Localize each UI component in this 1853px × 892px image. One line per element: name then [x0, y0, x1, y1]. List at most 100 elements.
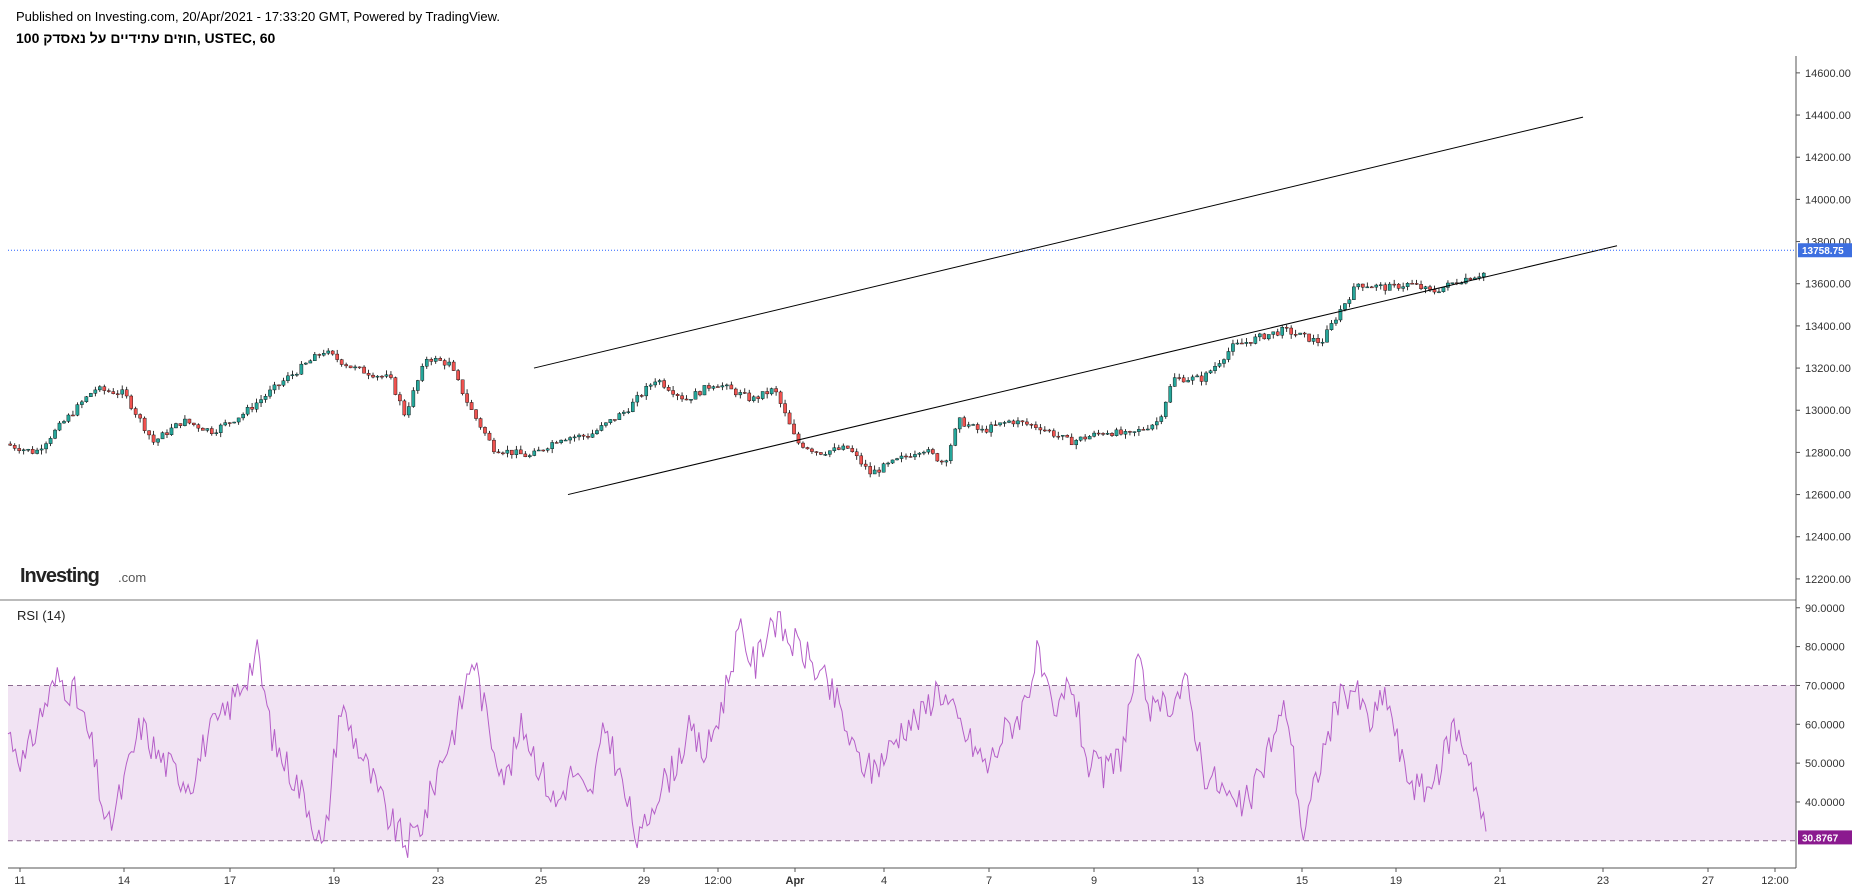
price-tick-label: 13400.00 — [1805, 321, 1851, 333]
candle-body — [299, 363, 304, 375]
candle-body — [17, 448, 21, 452]
candle-body — [635, 395, 640, 403]
candle-body — [1334, 319, 1338, 324]
candle-body — [980, 428, 984, 431]
candle-body — [26, 449, 30, 451]
price-tick-label: 14400.00 — [1805, 110, 1851, 122]
candle-body — [1213, 365, 1217, 371]
candle-body — [1414, 283, 1419, 285]
candle-body — [1266, 334, 1271, 340]
candle-body — [259, 399, 263, 404]
candle-body — [1029, 423, 1034, 426]
channel-lower-line[interactable] — [567, 245, 1618, 496]
candle-body — [747, 392, 752, 401]
candle-body — [75, 404, 80, 416]
candle-body — [1195, 375, 1199, 378]
logo-main-text: Investing — [20, 565, 99, 587]
candle-body — [1307, 333, 1311, 342]
rsi-tick-label: 80.0000 — [1805, 642, 1845, 654]
candle-body — [872, 469, 877, 475]
candle-body — [626, 411, 631, 413]
candle-body — [187, 418, 192, 424]
candle-body — [841, 445, 846, 450]
candle-body — [890, 459, 895, 464]
candle-body — [62, 421, 66, 424]
candle-body — [236, 417, 241, 423]
candle-body — [532, 450, 537, 456]
candle-body — [1320, 341, 1325, 344]
candle-body — [339, 359, 344, 365]
candle-body — [366, 372, 371, 376]
candle-body — [57, 422, 62, 431]
candle-body — [241, 413, 245, 419]
channel-upper-line[interactable] — [533, 116, 1584, 369]
candle-body — [801, 442, 805, 448]
candle-body — [218, 424, 223, 433]
candle-body — [948, 445, 953, 461]
candle-body — [487, 432, 492, 441]
time-tick-label: 7 — [986, 875, 992, 887]
candle-body — [129, 395, 133, 409]
candle-body — [1235, 342, 1240, 345]
candle-body — [702, 385, 707, 396]
candle-body — [174, 423, 178, 429]
candle-body — [1280, 327, 1285, 336]
trend-channel[interactable] — [533, 116, 1618, 496]
time-tick-label: 4 — [881, 875, 887, 887]
candle-body — [1464, 277, 1468, 284]
candle-body — [21, 449, 26, 452]
candle-body — [1163, 401, 1168, 417]
candle-body — [505, 449, 510, 454]
candle-body — [792, 423, 796, 435]
candle-body — [796, 433, 801, 444]
candle-body — [604, 422, 608, 426]
candle-body — [684, 398, 689, 401]
candle-body — [1047, 429, 1052, 432]
candle-body — [39, 448, 44, 451]
candle-body — [227, 422, 232, 424]
candle-body — [1150, 424, 1155, 430]
candle-body — [281, 380, 286, 386]
candle-body — [1365, 286, 1370, 289]
price-y-axis: 14600.0014400.0014200.0014000.0013800.00… — [1796, 68, 1851, 586]
candle-body — [845, 445, 850, 449]
price-tick-label: 12400.00 — [1805, 532, 1851, 544]
candle-body — [617, 413, 622, 420]
candle-body — [1199, 375, 1204, 382]
candle-body — [286, 375, 290, 381]
candle-body — [1361, 283, 1365, 288]
candle-body — [460, 379, 465, 394]
candle-body — [1275, 331, 1280, 336]
candle-body — [899, 455, 904, 459]
candle-body — [1302, 332, 1307, 335]
candle-body — [1119, 429, 1123, 435]
candle-body — [30, 449, 35, 454]
candle-body — [478, 418, 483, 428]
candle-body — [751, 396, 756, 401]
candle-body — [559, 439, 563, 443]
candle-body — [765, 391, 769, 395]
candle-body — [725, 384, 729, 387]
candle-body — [326, 350, 331, 354]
candle-body — [568, 437, 572, 441]
candle-body — [344, 364, 348, 367]
candle-body — [120, 389, 125, 395]
candle-body — [1078, 436, 1083, 441]
candle-body — [245, 406, 250, 415]
candle-body — [971, 424, 975, 426]
candle-body — [501, 452, 505, 455]
candle-body — [630, 401, 635, 412]
candle-body — [545, 448, 550, 451]
price-tick-label: 12800.00 — [1805, 447, 1851, 459]
candle-body — [648, 384, 653, 387]
rsi-tick-label: 50.0000 — [1805, 758, 1845, 770]
candle-body — [380, 375, 384, 378]
candle-body — [859, 455, 864, 465]
rsi-value-badge-text: 30.8767 — [1802, 833, 1839, 844]
candle-body — [917, 452, 922, 455]
candle-body — [1347, 299, 1352, 304]
candle-body — [357, 366, 362, 369]
time-tick-label: 21 — [1494, 875, 1506, 887]
candle-body — [1298, 332, 1302, 335]
